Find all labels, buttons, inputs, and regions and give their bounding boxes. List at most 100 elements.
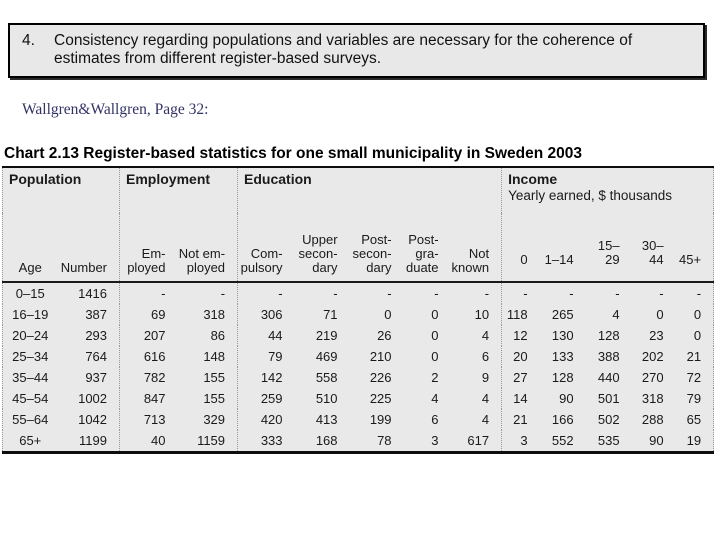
table-cell: 168: [315, 433, 338, 448]
table-cell: 318: [641, 391, 664, 406]
group-label: Employment: [126, 171, 211, 187]
table-cell: 329: [203, 412, 226, 427]
chart-block: Chart 2.13 Register-based statistics for…: [2, 145, 715, 454]
table-cell: -: [615, 286, 620, 301]
table-cell: 937: [85, 370, 108, 385]
table-cell: 333: [237, 430, 295, 453]
table-cell: 616: [119, 346, 178, 367]
table-cell: 199: [369, 412, 392, 427]
table-cell: 142: [237, 367, 295, 388]
table-cell: 21: [686, 349, 702, 364]
table-cell: 4: [481, 391, 490, 406]
table-row: 45–54 1002 847 155 259 510 225 4 4 14 90 501 318 79: [3, 388, 714, 409]
table-cell: 413: [315, 412, 338, 427]
statement-text: Consistency regarding populations and va…: [54, 32, 633, 67]
table-cell: 1199: [79, 433, 108, 448]
group-label: Population: [9, 171, 82, 187]
table-cell: 27: [501, 367, 540, 388]
column-header: Number: [57, 213, 120, 283]
statement-number: 4.: [22, 32, 35, 49]
table-cell: 270: [641, 370, 664, 385]
table-cell: 617: [467, 433, 490, 448]
group-label: Education: [244, 171, 312, 187]
table-cell: 288: [641, 412, 664, 427]
table-cell: 10: [474, 307, 490, 322]
table-cell: 440: [597, 370, 620, 385]
column-header: 0: [501, 213, 540, 283]
table-cell: 502: [597, 412, 620, 427]
group-header-population: Population: [3, 167, 120, 213]
group-header-education: Education: [237, 167, 502, 213]
table-cell: 0: [656, 307, 664, 322]
group-header-row: Population Employment Education Income Ye…: [3, 167, 714, 213]
table-cell: 65+: [19, 433, 42, 448]
table-cell: 148: [203, 349, 226, 364]
table-cell: 265: [551, 307, 574, 322]
table-cell: 1002: [78, 391, 108, 406]
table-cell: 16–19: [12, 307, 49, 322]
table-cell: 71: [323, 307, 338, 322]
table-cell: 552: [551, 433, 574, 448]
table-cell: 764: [85, 349, 108, 364]
table-cell: 6: [431, 412, 439, 427]
table-row: 25–34 764 616 148 79 469 210 0 6 20 133 388 202 21: [3, 346, 714, 367]
table-cell: 219: [315, 328, 338, 343]
table-cell: 293: [85, 328, 108, 343]
table-cell: -: [659, 286, 664, 301]
table-cell: -: [501, 282, 540, 304]
column-header: Post- secon- dary: [349, 213, 404, 283]
table-cell: -: [484, 286, 490, 301]
table-cell: 207: [119, 325, 178, 346]
column-header-row: Age Number Em- ployed Not em- ployed Com…: [2, 213, 714, 283]
table-cell: 0: [384, 307, 392, 322]
table-cell: 2: [431, 370, 439, 385]
table-cell: 65: [686, 412, 702, 427]
column-header: 30–44: [631, 213, 676, 283]
column-header: Not known: [450, 213, 502, 283]
column-header: 1–14: [539, 213, 586, 283]
table-cell: 0: [693, 328, 702, 343]
table-cell: 4: [481, 328, 490, 343]
table-cell: 79: [686, 391, 702, 406]
column-header: Age: [2, 213, 58, 283]
group-header-income: Income Yearly earned, $ thousands: [501, 167, 714, 213]
column-header: 15–29: [585, 213, 632, 283]
table-cell: 0: [693, 307, 702, 322]
group-sublabel: Yearly earned, $ thousands: [508, 188, 672, 203]
table-cell: -: [119, 282, 178, 304]
table-cell: 210: [369, 349, 392, 364]
table-cell: 26: [377, 328, 392, 343]
table-cell: 128: [597, 328, 620, 343]
table-cell: 79: [237, 346, 295, 367]
table-cell: 510: [315, 391, 338, 406]
table-cell: 3: [501, 430, 540, 453]
table-cell: 306: [237, 304, 295, 325]
table-cell: 847: [119, 388, 178, 409]
table-cell: -: [387, 286, 392, 301]
table-row: 0–15 1416- - - - - - - - - - - -: [3, 282, 714, 304]
table-cell: 155: [203, 370, 226, 385]
table-cell: 130: [551, 328, 574, 343]
table-cell: 226: [369, 370, 392, 385]
table-cell: 44: [237, 325, 295, 346]
column-header: 45+: [675, 213, 714, 283]
table-cell: 388: [597, 349, 620, 364]
table-cell: 1416: [78, 286, 108, 301]
table-cell: 23: [649, 328, 664, 343]
table-cell: 128: [551, 370, 574, 385]
table-cell: 4: [481, 412, 490, 427]
table-row: 55–64 1042 713 329 420 413 199 6 4 21 166 502 288 65: [3, 409, 714, 430]
group-header-employment: Employment: [119, 167, 238, 213]
table-cell: 713: [119, 409, 178, 430]
table-cell: 40: [119, 430, 178, 453]
column-header: Upper secon- dary: [294, 213, 350, 283]
chart-title: Chart 2.13 Register-based statistics for…: [4, 145, 583, 162]
table-row: 35–44 937 782 155 142 558 226 2 9 27 128 440 270 72: [3, 367, 714, 388]
table-cell: 1042: [78, 412, 108, 427]
column-header: Post- gra- duate: [403, 213, 451, 283]
table-cell: 72: [686, 370, 702, 385]
group-label: Income: [508, 171, 558, 187]
citation: Wallgren&Wallgren, Page 32:: [22, 101, 209, 118]
table-cell: 0: [431, 307, 439, 322]
